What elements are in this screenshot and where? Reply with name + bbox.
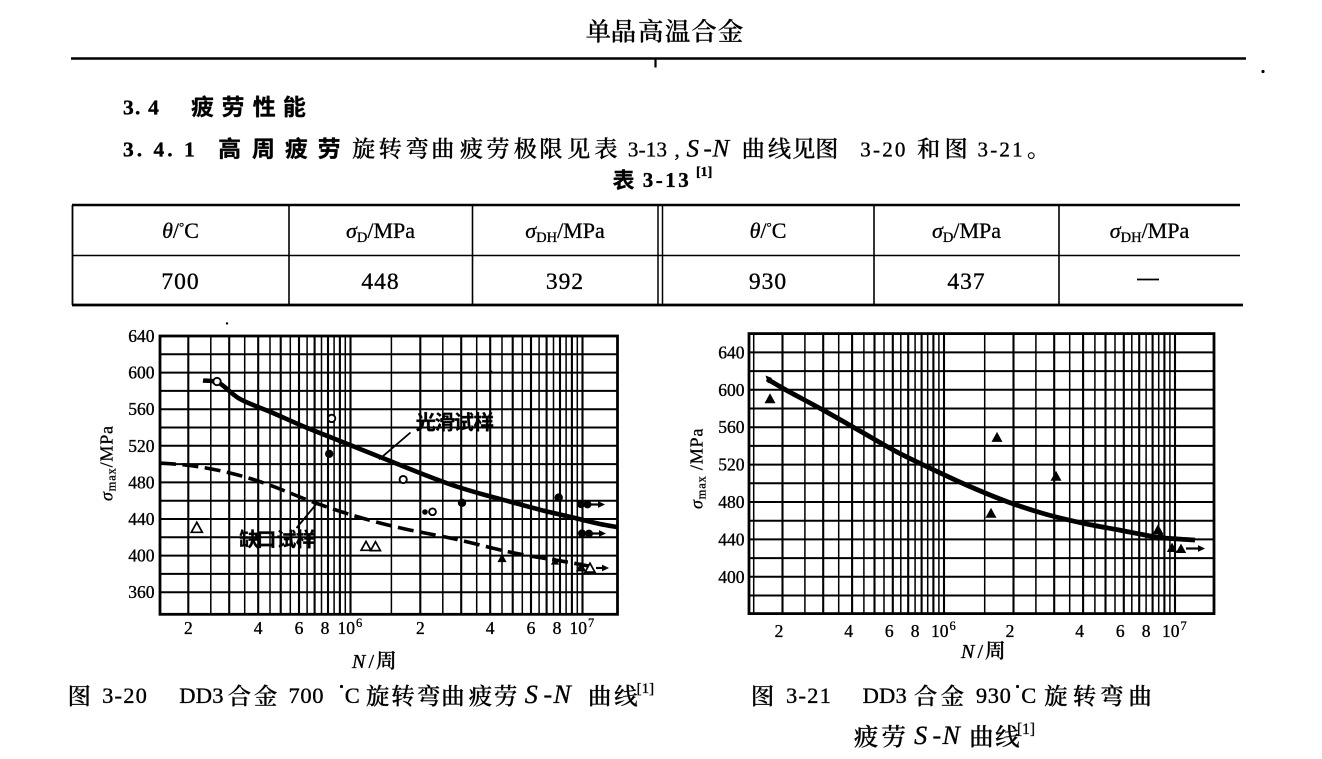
svg-text:DD3: DD3	[863, 683, 907, 708]
svg-text:σmax/MPa: σmax/MPa	[97, 425, 119, 501]
svg-text:700: 700	[289, 683, 325, 708]
svg-text:2: 2	[184, 618, 193, 638]
svg-text:N: N	[960, 641, 976, 663]
svg-text:480: 480	[128, 472, 155, 492]
svg-text:8: 8	[321, 618, 330, 638]
svg-text:[1]: [1]	[1017, 721, 1035, 738]
svg-text:σD/MPa: σD/MPa	[346, 218, 415, 246]
svg-text:10: 10	[931, 621, 949, 641]
svg-text:,: ,	[675, 138, 680, 162]
svg-text:3-13: 3-13	[628, 138, 667, 162]
svg-text:8: 8	[553, 618, 562, 638]
svg-text:640: 640	[718, 342, 745, 362]
svg-text:8: 8	[911, 621, 920, 641]
svg-text:4: 4	[844, 621, 853, 641]
svg-text:7: 7	[1181, 619, 1187, 633]
svg-text:400: 400	[128, 546, 155, 566]
svg-text:-: -	[544, 680, 553, 709]
svg-text:520: 520	[128, 436, 155, 456]
svg-text:640: 640	[128, 326, 155, 346]
svg-text:440: 440	[718, 529, 745, 549]
svg-text:700: 700	[161, 269, 199, 295]
svg-text:N: N	[351, 651, 367, 673]
svg-text:3-20: 3-20	[102, 683, 148, 708]
svg-text:N: N	[712, 136, 731, 163]
svg-text:σD/MPa: σD/MPa	[932, 218, 1001, 246]
svg-text:560: 560	[128, 399, 155, 419]
svg-text:6: 6	[527, 618, 536, 638]
svg-text:4: 4	[486, 618, 495, 638]
svg-text:/: /	[369, 651, 375, 673]
svg-text:N: N	[553, 680, 573, 709]
svg-text:448: 448	[361, 269, 399, 295]
svg-text:S: S	[525, 680, 538, 709]
svg-text:480: 480	[718, 492, 745, 512]
svg-text:3-20: 3-20	[860, 138, 907, 162]
svg-text:560: 560	[718, 417, 745, 437]
svg-text:θ/°C: θ/°C	[750, 218, 787, 243]
svg-text:C: C	[1021, 683, 1036, 708]
svg-text:θ/°C: θ/°C	[162, 218, 199, 243]
svg-text:3-21: 3-21	[978, 138, 1025, 162]
svg-text:S: S	[687, 136, 700, 163]
svg-text:360: 360	[128, 582, 155, 602]
svg-text:600: 600	[128, 363, 155, 383]
svg-text:437: 437	[947, 269, 985, 295]
svg-text:-: -	[704, 136, 712, 163]
svg-text:600: 600	[718, 380, 745, 400]
svg-text:10: 10	[338, 618, 356, 638]
svg-text:2: 2	[1006, 621, 1015, 641]
svg-text:4: 4	[254, 618, 263, 638]
svg-text:3-21: 3-21	[786, 683, 832, 708]
svg-text:4: 4	[1075, 621, 1084, 641]
svg-text:6: 6	[885, 621, 894, 641]
svg-text:2: 2	[416, 618, 425, 638]
svg-text:520: 520	[718, 455, 745, 475]
svg-text:C: C	[345, 683, 360, 708]
svg-text:400: 400	[718, 567, 745, 587]
svg-text:7: 7	[588, 616, 594, 630]
svg-text:10: 10	[570, 618, 588, 638]
svg-text:3-13: 3-13	[643, 168, 692, 192]
svg-text:[1]: [1]	[637, 681, 655, 697]
svg-text:6: 6	[1116, 621, 1125, 641]
svg-text:σmax /MPa: σmax /MPa	[687, 428, 709, 509]
svg-text:392: 392	[546, 269, 584, 295]
svg-text:σDH/MPa: σDH/MPa	[525, 218, 605, 246]
svg-text:6: 6	[295, 618, 304, 638]
svg-text:440: 440	[128, 509, 155, 529]
svg-text:930: 930	[976, 683, 1012, 708]
svg-text:8: 8	[1142, 621, 1151, 641]
svg-text:930: 930	[749, 269, 787, 295]
svg-text:2: 2	[775, 621, 784, 641]
svg-text:6: 6	[356, 616, 362, 630]
svg-text:10: 10	[1162, 621, 1180, 641]
svg-text:S: S	[914, 721, 927, 750]
svg-text:6: 6	[950, 619, 956, 633]
svg-text:3. 4. 1: 3. 4. 1	[123, 138, 198, 162]
svg-text:DD3: DD3	[179, 683, 223, 708]
svg-text:[1]: [1]	[696, 165, 712, 180]
svg-text:-: -	[933, 721, 942, 750]
svg-text:σDH/MPa: σDH/MPa	[1110, 218, 1190, 246]
svg-text:3. 4: 3. 4	[123, 96, 160, 120]
svg-text:/: /	[978, 641, 984, 663]
svg-text:N: N	[942, 721, 962, 750]
